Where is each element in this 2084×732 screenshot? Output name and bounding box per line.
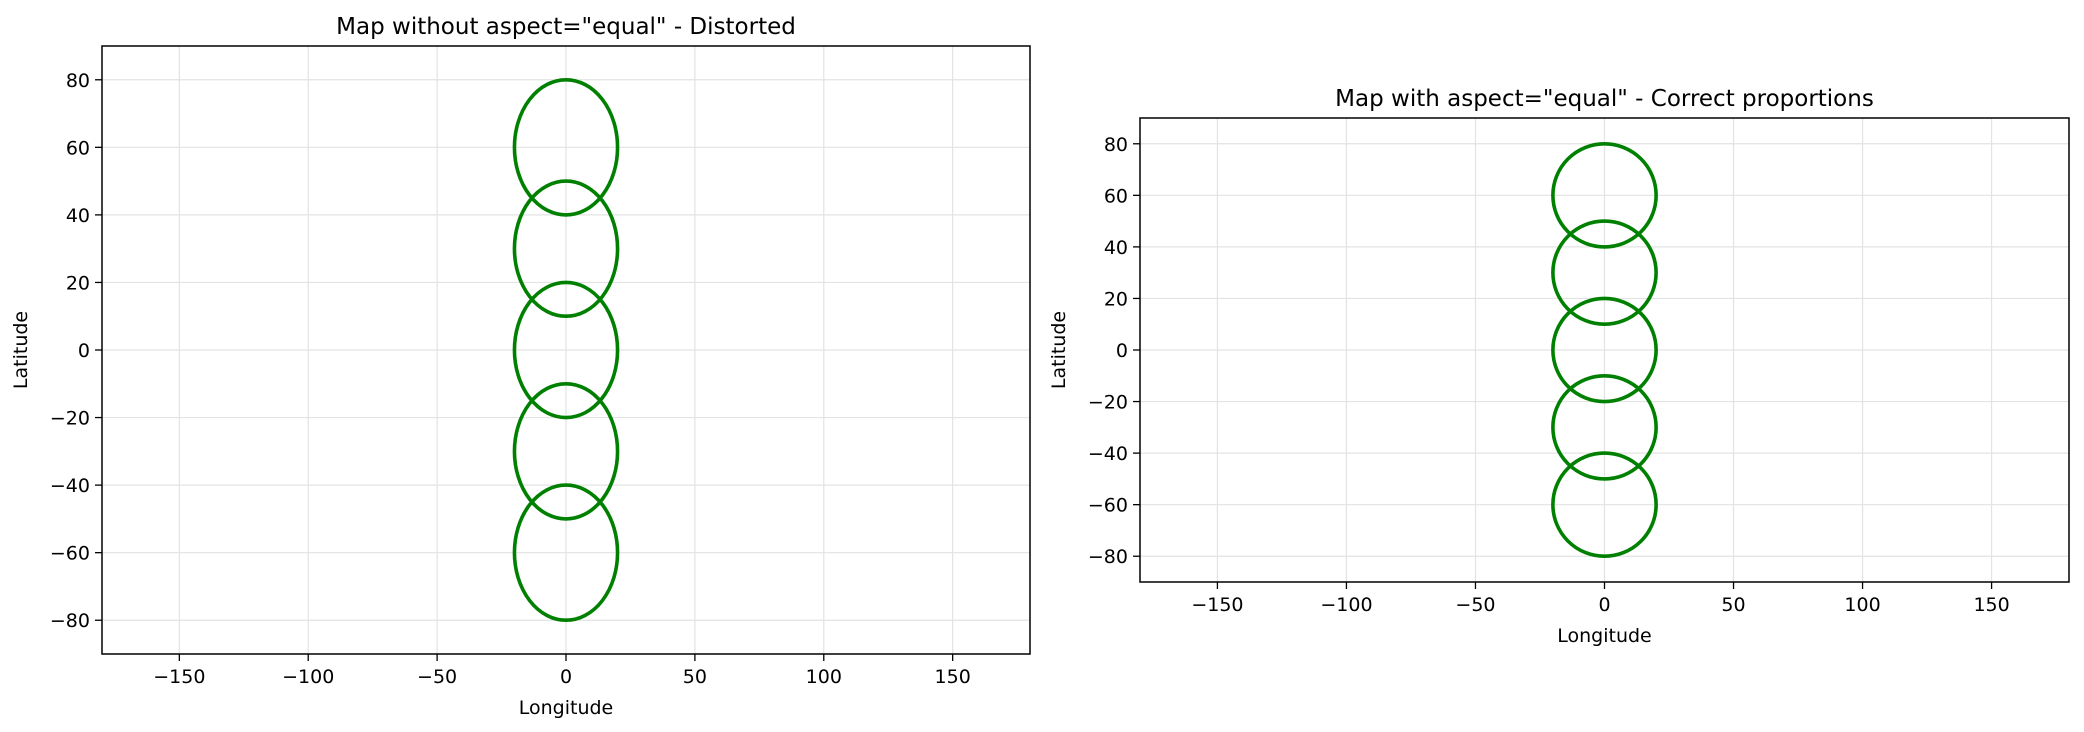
x-tick-label: 100 [1844, 594, 1880, 616]
circle-4 [512, 483, 620, 623]
y-tick-label: 40 [1104, 237, 1128, 259]
x-tick-label: −50 [417, 666, 457, 688]
y-tick-label: −80 [1088, 546, 1128, 568]
circle-3 [1551, 373, 1658, 481]
y-tick-label: −60 [50, 543, 90, 565]
y-tick-label: 60 [66, 137, 90, 159]
y-tick-label: −40 [1088, 443, 1128, 465]
circle-1 [512, 179, 620, 319]
circle-2 [1551, 296, 1658, 404]
right-map-panel: −150 −100 −50 0 50 100 150 −80 −60 −40 −20 0 20 40 60 8… [1048, 86, 2070, 647]
y-tick-label: 20 [66, 272, 90, 294]
circle-series [512, 77, 620, 623]
x-tick-label: 150 [935, 666, 971, 688]
x-tick-label: 50 [1721, 594, 1745, 616]
x-tick-label: 100 [806, 666, 842, 688]
circle-2 [512, 280, 620, 420]
circle-1 [1551, 219, 1658, 327]
left-map-panel: −150 −100 −50 0 50 100 150 −80 −60 −40 −20 0 20 40 60 8… [10, 14, 1031, 719]
circle-4 [1551, 451, 1658, 559]
x-axis-label: Longitude [519, 697, 614, 719]
y-tick-label: 80 [66, 70, 90, 92]
y-tick-label: 0 [1116, 340, 1128, 362]
x-tick-label: 0 [560, 666, 572, 688]
circle-0 [1551, 141, 1658, 249]
circle-series [1551, 141, 1658, 559]
y-tick-label: −60 [1088, 495, 1128, 517]
y-axis-label: Latitude [1048, 311, 1070, 389]
x-tick-label: −150 [1191, 594, 1243, 616]
circle-3 [512, 381, 620, 521]
x-tick-label: 0 [1598, 594, 1610, 616]
x-tick-label: 50 [683, 666, 707, 688]
y-tick-label: 0 [78, 340, 90, 362]
x-tick-label: 150 [1973, 594, 2009, 616]
y-tick-label: −20 [1088, 392, 1128, 414]
x-tick-label: −100 [1320, 594, 1372, 616]
x-tick-label: −150 [153, 666, 205, 688]
y-tick-label: −80 [50, 610, 90, 632]
x-tick-label: −50 [1455, 594, 1495, 616]
circle-0 [512, 77, 620, 217]
y-tick-label: 60 [1104, 185, 1128, 207]
y-axis-label: Latitude [10, 311, 32, 389]
y-tick-label: 80 [1104, 134, 1128, 156]
y-tick-label: 20 [1104, 288, 1128, 310]
x-axis-label: Longitude [1557, 625, 1652, 647]
x-tick-label: −100 [282, 666, 334, 688]
grid [102, 46, 1030, 654]
y-tick-label: −20 [50, 408, 90, 430]
chart-title: Map without aspect="equal" - Distorted [336, 14, 796, 40]
y-tick-label: −40 [50, 475, 90, 497]
grid [1140, 118, 2069, 582]
chart-title: Map with aspect="equal" - Correct propor… [1335, 86, 1874, 112]
y-tick-label: 40 [66, 205, 90, 227]
